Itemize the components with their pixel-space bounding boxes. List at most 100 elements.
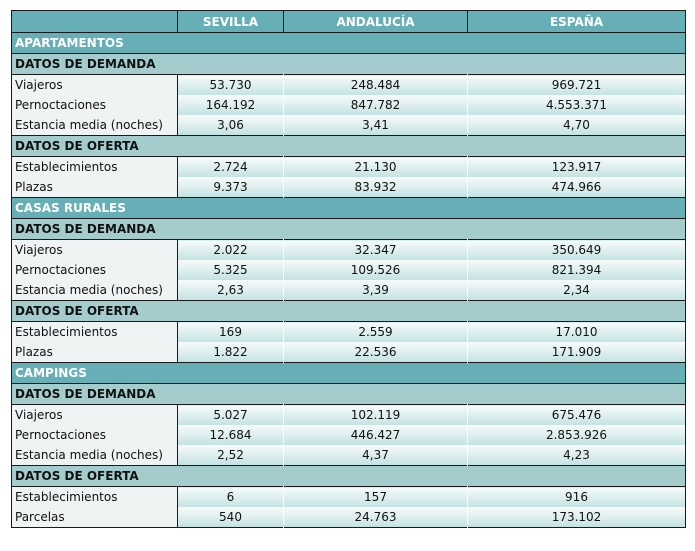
value-espana: 350.649 <box>467 239 686 260</box>
row-label: Establecimientos <box>11 156 178 177</box>
value-sevilla: 6 <box>177 486 284 507</box>
value-andalucia: 2.559 <box>283 321 468 342</box>
row-label: Viajeros <box>11 404 178 425</box>
column-header-espana: ESPAÑA <box>467 10 686 33</box>
value-andalucia: 3,41 <box>283 115 468 136</box>
value-andalucia: 22.536 <box>283 342 468 363</box>
group-row: DATOS DE DEMANDA <box>11 383 686 405</box>
value-espana: 675.476 <box>467 404 686 425</box>
section-row: APARTAMENTOS <box>11 32 686 54</box>
value-andalucia: 4,37 <box>283 445 468 466</box>
table-row: Viajeros 5.027 102.119 675.476 <box>11 404 686 425</box>
value-espana: 173.102 <box>467 507 686 528</box>
section-row: CASAS RURALES <box>11 197 686 219</box>
value-andalucia: 109.526 <box>283 260 468 280</box>
row-label: Plazas <box>11 342 178 363</box>
value-sevilla: 1.822 <box>177 342 284 363</box>
group-row: DATOS DE OFERTA <box>11 465 686 487</box>
group-row: DATOS DE OFERTA <box>11 300 686 322</box>
table-row: Pernoctaciones 12.684 446.427 2.853.926 <box>11 425 686 445</box>
row-label: Viajeros <box>11 239 178 260</box>
row-label: Pernoctaciones <box>11 95 178 115</box>
value-sevilla: 3,06 <box>177 115 284 136</box>
value-sevilla: 12.684 <box>177 425 284 445</box>
value-andalucia: 3,39 <box>283 280 468 301</box>
row-label: Plazas <box>11 177 178 198</box>
value-espana: 171.909 <box>467 342 686 363</box>
value-sevilla: 53.730 <box>177 74 284 95</box>
group-title: DATOS DE DEMANDA <box>11 218 686 240</box>
column-header-andalucia: ANDALUCÍA <box>283 10 468 33</box>
value-andalucia: 847.782 <box>283 95 468 115</box>
section-title: CAMPINGS <box>11 362 686 384</box>
value-sevilla: 5.027 <box>177 404 284 425</box>
table-row: Estancia media (noches) 2,52 4,37 4,23 <box>11 445 686 466</box>
value-espana: 969.721 <box>467 74 686 95</box>
table-row: Viajeros 53.730 248.484 969.721 <box>11 74 686 95</box>
group-row: DATOS DE DEMANDA <box>11 218 686 240</box>
value-espana: 2.853.926 <box>467 425 686 445</box>
row-label: Pernoctaciones <box>11 425 178 445</box>
table-row: Parcelas 540 24.763 173.102 <box>11 507 686 528</box>
value-espana: 2,34 <box>467 280 686 301</box>
section-title: APARTAMENTOS <box>11 32 686 54</box>
group-row: DATOS DE OFERTA <box>11 135 686 157</box>
value-sevilla: 540 <box>177 507 284 528</box>
table-row: Plazas 9.373 83.932 474.966 <box>11 177 686 198</box>
value-andalucia: 102.119 <box>283 404 468 425</box>
value-andalucia: 446.427 <box>283 425 468 445</box>
table-row: Estancia media (noches) 2,63 3,39 2,34 <box>11 280 686 301</box>
value-sevilla: 164.192 <box>177 95 284 115</box>
row-label: Pernoctaciones <box>11 260 178 280</box>
value-espana: 821.394 <box>467 260 686 280</box>
section-row: CAMPINGS <box>11 362 686 384</box>
header-row: SEVILLA ANDALUCÍA ESPAÑA <box>11 10 686 33</box>
group-row: DATOS DE DEMANDA <box>11 53 686 75</box>
value-andalucia: 24.763 <box>283 507 468 528</box>
value-espana: 4,23 <box>467 445 686 466</box>
row-label: Viajeros <box>11 74 178 95</box>
group-title: DATOS DE OFERTA <box>11 135 686 157</box>
value-andalucia: 157 <box>283 486 468 507</box>
row-label: Estancia media (noches) <box>11 115 178 136</box>
header-blank <box>11 10 178 33</box>
value-espana: 4,70 <box>467 115 686 136</box>
group-title: DATOS DE DEMANDA <box>11 53 686 75</box>
section-title: CASAS RURALES <box>11 197 686 219</box>
value-sevilla: 2.022 <box>177 239 284 260</box>
row-label: Establecimientos <box>11 321 178 342</box>
value-sevilla: 5.325 <box>177 260 284 280</box>
table-row: Plazas 1.822 22.536 171.909 <box>11 342 686 363</box>
row-label: Establecimientos <box>11 486 178 507</box>
value-sevilla: 169 <box>177 321 284 342</box>
table-row: Viajeros 2.022 32.347 350.649 <box>11 239 686 260</box>
value-andalucia: 83.932 <box>283 177 468 198</box>
table-row: Estancia media (noches) 3,06 3,41 4,70 <box>11 115 686 136</box>
value-andalucia: 248.484 <box>283 74 468 95</box>
value-andalucia: 32.347 <box>283 239 468 260</box>
value-espana: 4.553.371 <box>467 95 686 115</box>
table-row: Establecimientos 6 157 916 <box>11 486 686 507</box>
row-label: Parcelas <box>11 507 178 528</box>
value-sevilla: 2.724 <box>177 156 284 177</box>
row-label: Estancia media (noches) <box>11 445 178 466</box>
group-title: DATOS DE OFERTA <box>11 300 686 322</box>
tourism-data-table: SEVILLA ANDALUCÍA ESPAÑA APARTAMENTOS DAT… <box>11 10 686 528</box>
column-header-sevilla: SEVILLA <box>177 10 284 33</box>
group-title: DATOS DE OFERTA <box>11 465 686 487</box>
value-espana: 474.966 <box>467 177 686 198</box>
table-row: Pernoctaciones 164.192 847.782 4.553.371 <box>11 95 686 115</box>
value-sevilla: 2,63 <box>177 280 284 301</box>
tourism-table-container: SEVILLA ANDALUCÍA ESPAÑA APARTAMENTOS DAT… <box>11 10 686 528</box>
row-label: Estancia media (noches) <box>11 280 178 301</box>
value-sevilla: 2,52 <box>177 445 284 466</box>
table-row: Establecimientos 2.724 21.130 123.917 <box>11 156 686 177</box>
value-espana: 123.917 <box>467 156 686 177</box>
group-title: DATOS DE DEMANDA <box>11 383 686 405</box>
value-espana: 17.010 <box>467 321 686 342</box>
value-andalucia: 21.130 <box>283 156 468 177</box>
value-espana: 916 <box>467 486 686 507</box>
table-row: Pernoctaciones 5.325 109.526 821.394 <box>11 260 686 280</box>
value-sevilla: 9.373 <box>177 177 284 198</box>
table-row: Establecimientos 169 2.559 17.010 <box>11 321 686 342</box>
